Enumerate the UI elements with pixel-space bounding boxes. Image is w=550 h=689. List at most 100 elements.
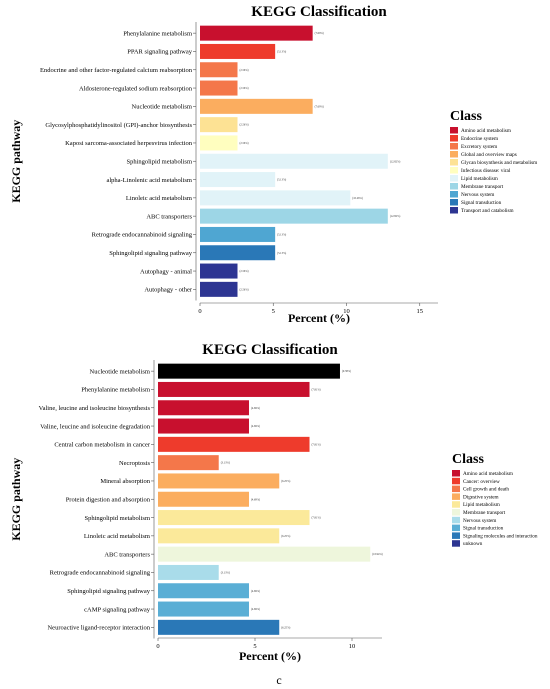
bar-value-label: (5.13%) <box>277 179 286 182</box>
x-tick-label: 0 <box>198 308 201 315</box>
bar <box>158 619 280 635</box>
bar <box>200 117 238 133</box>
bar <box>158 583 249 599</box>
bar <box>200 62 238 78</box>
category-label: Kaposi sarcoma-associated herpesvirus in… <box>65 140 193 147</box>
legend-swatch <box>450 175 458 182</box>
bar <box>158 546 371 562</box>
legend-label: Signaling molecules and interaction <box>463 533 538 539</box>
category-label: Nucleotide metabolism <box>132 104 192 111</box>
x-tick-label: 5 <box>272 308 275 315</box>
legend-swatch <box>450 135 458 142</box>
bar <box>158 528 280 544</box>
bar-value-label: (6.25%) <box>281 535 290 538</box>
category-label: Necroptosis <box>119 460 151 467</box>
bar-value-label: (7.81%) <box>312 388 321 391</box>
legend-swatch <box>452 509 460 516</box>
legend-swatch <box>452 470 460 477</box>
bar-value-label: (5.13%) <box>277 233 286 236</box>
x-tick-label: 10 <box>343 308 350 315</box>
bar-value-label: (7.69%) <box>315 105 324 108</box>
category-label: Phenylalanine metabolism <box>123 30 192 37</box>
bar <box>158 510 310 526</box>
category-label: Retrograde endocannabinoid signaling <box>92 232 193 239</box>
legend-swatch <box>450 151 458 158</box>
chart-title: KEGG Classification <box>202 342 338 358</box>
bar-value-label: (5.13%) <box>277 50 286 53</box>
bar-value-label: (6.25%) <box>281 480 290 483</box>
x-axis-title: Percent (%) <box>288 311 350 325</box>
bar-value-label: (5.13%) <box>277 252 286 255</box>
x-tick-label: 15 <box>417 308 424 315</box>
bar-value-label: (4.69%) <box>251 407 260 410</box>
x-tick-label: 0 <box>156 643 159 650</box>
legend-swatch <box>450 127 458 134</box>
bar <box>200 43 276 59</box>
category-label: Mineral absorption <box>100 478 150 485</box>
bar-value-label: (10.26%) <box>352 197 363 200</box>
category-label: Phenylalanine metabolism <box>81 387 150 394</box>
bar <box>200 172 276 188</box>
legend-label: Cell growth and death <box>463 487 509 493</box>
bar <box>158 455 219 471</box>
category-label: Sphingolipid metabolism <box>126 158 192 165</box>
category-label: ABC transporters <box>146 213 192 220</box>
legend-label: Cancer: overview <box>463 479 500 485</box>
bar-value-label: (3.13%) <box>221 571 230 574</box>
legend-swatch <box>452 501 460 508</box>
bar <box>158 418 249 434</box>
bar-value-label: (2.56%) <box>240 142 249 145</box>
legend-label: Amino acid metabolism <box>461 128 511 134</box>
bar <box>200 245 276 261</box>
category-label: Linoleic acid metabolism <box>126 195 192 202</box>
y-axis-title: KEGG pathway <box>9 120 23 203</box>
bar <box>200 263 238 279</box>
category-label: Sphingolipid metabolism <box>84 515 150 522</box>
x-axis-title: Percent (%) <box>239 649 301 663</box>
bar <box>158 473 280 489</box>
chart-title: KEGG Classification <box>251 4 387 20</box>
legend-label: Nervous system <box>463 518 496 524</box>
legend-swatch <box>450 199 458 206</box>
bar <box>200 226 276 242</box>
bar-value-label: (12.82%) <box>390 160 401 163</box>
bar-value-label: (3.13%) <box>221 462 230 465</box>
category-label: alpha-Linolenic acid metabolism <box>106 177 192 184</box>
legend-label: Signal transduction <box>463 526 504 532</box>
legend-label: Glycan biosynthesis and metabolism <box>461 160 537 166</box>
bar <box>158 381 310 397</box>
bar <box>200 98 313 114</box>
category-label: Autophagy - animal <box>140 268 192 275</box>
bar-value-label: (2.56%) <box>240 69 249 72</box>
legend-swatch <box>452 485 460 493</box>
legend-label: Nervous system <box>461 192 494 198</box>
legend-swatch <box>450 207 458 214</box>
legend-title: Class <box>450 109 482 124</box>
legend-label: Lipid metabolism <box>461 176 498 182</box>
legend-label: Amino acid metabolism <box>463 471 513 477</box>
bar-value-label: (2.56%) <box>240 124 249 127</box>
bar-value-label: (12.82%) <box>390 215 401 218</box>
bar <box>158 363 340 379</box>
category-label: Valine, leucine and isoleucine biosynthe… <box>39 405 151 412</box>
legend-label: Membrane transport <box>463 510 506 516</box>
category-label: cAMP signaling pathway <box>84 606 151 613</box>
bar <box>158 601 249 617</box>
legend-label: unknown <box>463 541 483 547</box>
bar <box>158 436 310 452</box>
bar <box>200 153 388 169</box>
bar <box>158 564 219 580</box>
legend-swatch <box>450 183 458 190</box>
bar <box>200 135 238 151</box>
legend-swatch <box>450 191 458 198</box>
category-label: Aldosterone-regulated sodium reabsorptio… <box>79 85 193 92</box>
figure-caption: c <box>276 673 281 687</box>
category-label: PPAR signaling pathway <box>127 49 193 56</box>
legend-swatch <box>452 493 460 500</box>
category-label: Central carbon metabolism in cancer <box>54 442 150 449</box>
category-label: Sphingolipid signaling pathway <box>109 250 192 257</box>
legend-swatch <box>450 159 458 166</box>
legend-swatch <box>450 167 458 174</box>
bar <box>200 281 238 297</box>
